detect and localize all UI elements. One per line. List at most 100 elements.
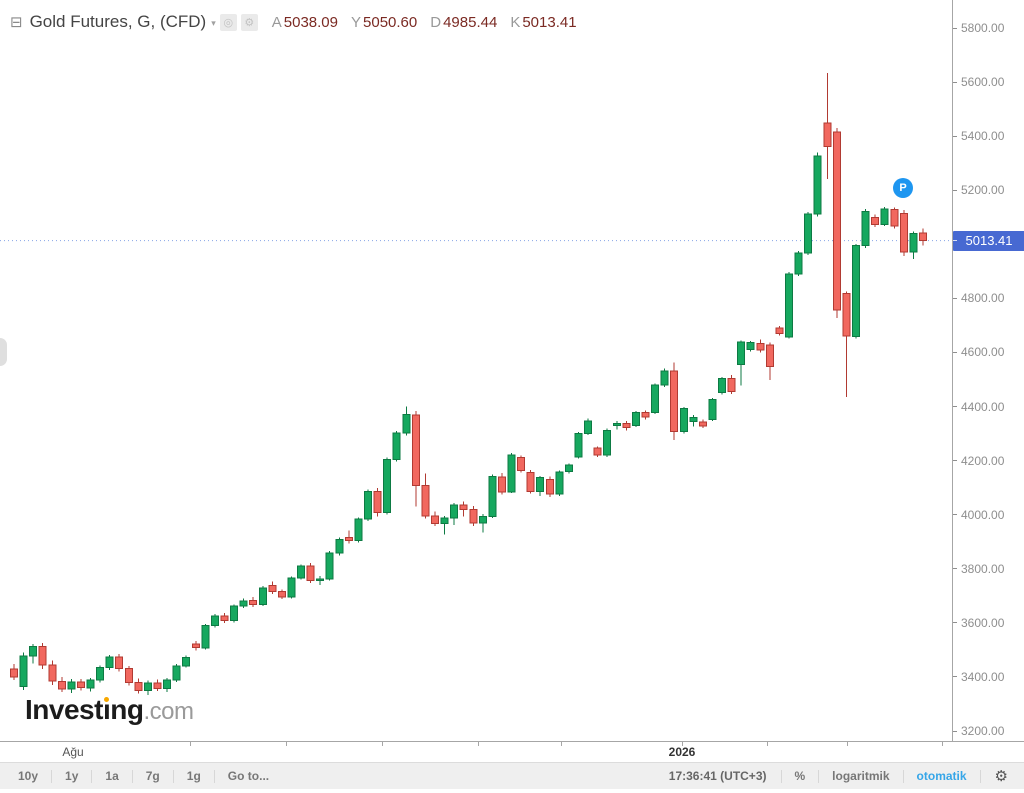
candle	[191, 641, 200, 651]
candle	[507, 453, 516, 494]
candle	[517, 455, 526, 473]
chevron-down-icon[interactable]: ▾	[211, 18, 216, 29]
candle	[622, 421, 631, 431]
ohlc-low: D 4985.44	[430, 13, 498, 31]
candle	[258, 586, 267, 607]
range-button-group: 10y 1y 1a 7g 1g Go to...	[12, 769, 282, 783]
candle	[584, 418, 593, 436]
range-button-go-to-[interactable]: Go to...	[215, 769, 282, 783]
symbol-title[interactable]: Gold Futures, G, (CFD)	[29, 12, 207, 31]
range-button-1g[interactable]: 1g	[174, 769, 214, 783]
candle	[144, 680, 152, 695]
toolbar-divider	[51, 769, 53, 783]
percent-scale-button[interactable]: %	[794, 769, 806, 783]
price-axis-tick	[953, 189, 957, 191]
candle	[10, 663, 18, 681]
logo-suffix: .com	[143, 698, 194, 725]
candle	[38, 642, 47, 669]
candle	[153, 679, 162, 691]
price-axis-label: 5200.00	[953, 183, 1004, 197]
toolbar-right-group: 17:36:41 (UTC+3) % logaritmik otomatik ⚙	[655, 767, 1012, 785]
candle	[919, 228, 927, 246]
candle	[564, 463, 573, 474]
time-axis-tick	[847, 742, 848, 746]
price-axis-label: 5600.00	[953, 75, 1004, 89]
candle	[861, 209, 870, 249]
toolbar-divider	[213, 769, 215, 783]
candle	[105, 654, 114, 670]
candle	[698, 419, 707, 429]
candle	[306, 562, 315, 583]
candle	[86, 678, 95, 692]
badge-notch	[953, 239, 957, 241]
toolbar-divider	[780, 769, 782, 783]
range-button-1y[interactable]: 1y	[52, 769, 91, 783]
time-axis-label: 2026	[668, 745, 696, 759]
p-event-marker[interactable]: P	[893, 178, 913, 198]
candle	[832, 128, 841, 319]
range-button-1a[interactable]: 1a	[92, 769, 131, 783]
candlestick-canvas	[0, 72, 952, 695]
ohlc-high: Y 5050.60	[351, 13, 418, 31]
candle	[478, 514, 487, 533]
gear-icon[interactable]: ⚙	[240, 13, 258, 31]
toolbar-divider	[172, 769, 174, 783]
ohlc-open: A 5038.09	[271, 13, 338, 31]
candle	[364, 489, 372, 522]
candle	[249, 596, 258, 608]
candle	[804, 211, 813, 256]
candle	[536, 475, 545, 496]
price-axis-label: 3200.00	[953, 724, 1004, 738]
price-axis-label: 3800.00	[953, 562, 1004, 576]
visibility-icon[interactable]: ◎	[219, 13, 237, 31]
candle	[201, 623, 210, 650]
candle	[899, 210, 908, 257]
candle	[77, 679, 85, 691]
time-axis[interactable]: Ağu 2026	[0, 741, 1024, 762]
logo-orange-dot	[103, 697, 109, 702]
price-axis-tick	[953, 135, 957, 137]
candle	[631, 410, 640, 428]
candle	[813, 152, 822, 217]
price-axis-tick	[953, 351, 957, 353]
price-axis[interactable]: 5013.41 5800.00 5600.00 5400.00 5200.00 4800…	[952, 0, 1024, 741]
candle	[727, 375, 736, 395]
candle	[459, 501, 468, 517]
candle	[344, 530, 353, 544]
candle	[210, 614, 219, 628]
ohlc-readout: A 5038.09 Y 5050.60 D 4985.44 K 5013.41	[272, 14, 590, 31]
candle	[670, 362, 679, 441]
toolbar-divider	[979, 769, 981, 783]
candle	[277, 589, 286, 600]
candle	[48, 660, 57, 685]
range-button-7g[interactable]: 7g	[133, 769, 173, 783]
candle	[823, 72, 832, 179]
toolbar-divider	[902, 769, 904, 783]
time-axis-tick	[942, 742, 943, 746]
investing-logo: Invest ıng.com	[25, 694, 194, 726]
price-axis-tick	[953, 622, 957, 624]
candle	[163, 678, 172, 693]
price-axis-tick	[953, 27, 957, 29]
legend-collapse-icon[interactable]: ⊟	[10, 13, 23, 31]
candle	[689, 415, 698, 427]
log-scale-button[interactable]: logaritmik	[832, 769, 890, 783]
candle	[545, 476, 554, 497]
price-axis-tick	[953, 568, 957, 570]
candle	[325, 550, 334, 581]
candle	[871, 214, 880, 227]
time-axis-tick	[478, 742, 479, 746]
settings-gear-icon[interactable]: ⚙	[994, 767, 1008, 785]
price-axis-label: 5800.00	[953, 21, 1004, 35]
range-button-10y[interactable]: 10y	[12, 769, 51, 783]
candle	[220, 613, 229, 623]
candle	[679, 407, 688, 434]
sidebar-toggle-handle[interactable]	[0, 338, 7, 366]
auto-scale-button[interactable]: otomatik	[916, 769, 967, 783]
candle	[115, 654, 124, 672]
candle	[134, 678, 143, 694]
clock-label[interactable]: 17:36:41 (UTC+3)	[668, 769, 767, 783]
candle	[718, 376, 726, 395]
price-chart-pane[interactable]: ⊟ Gold Futures, G, (CFD) ▾ ◎ ⚙ A 5038.09 …	[0, 0, 952, 741]
